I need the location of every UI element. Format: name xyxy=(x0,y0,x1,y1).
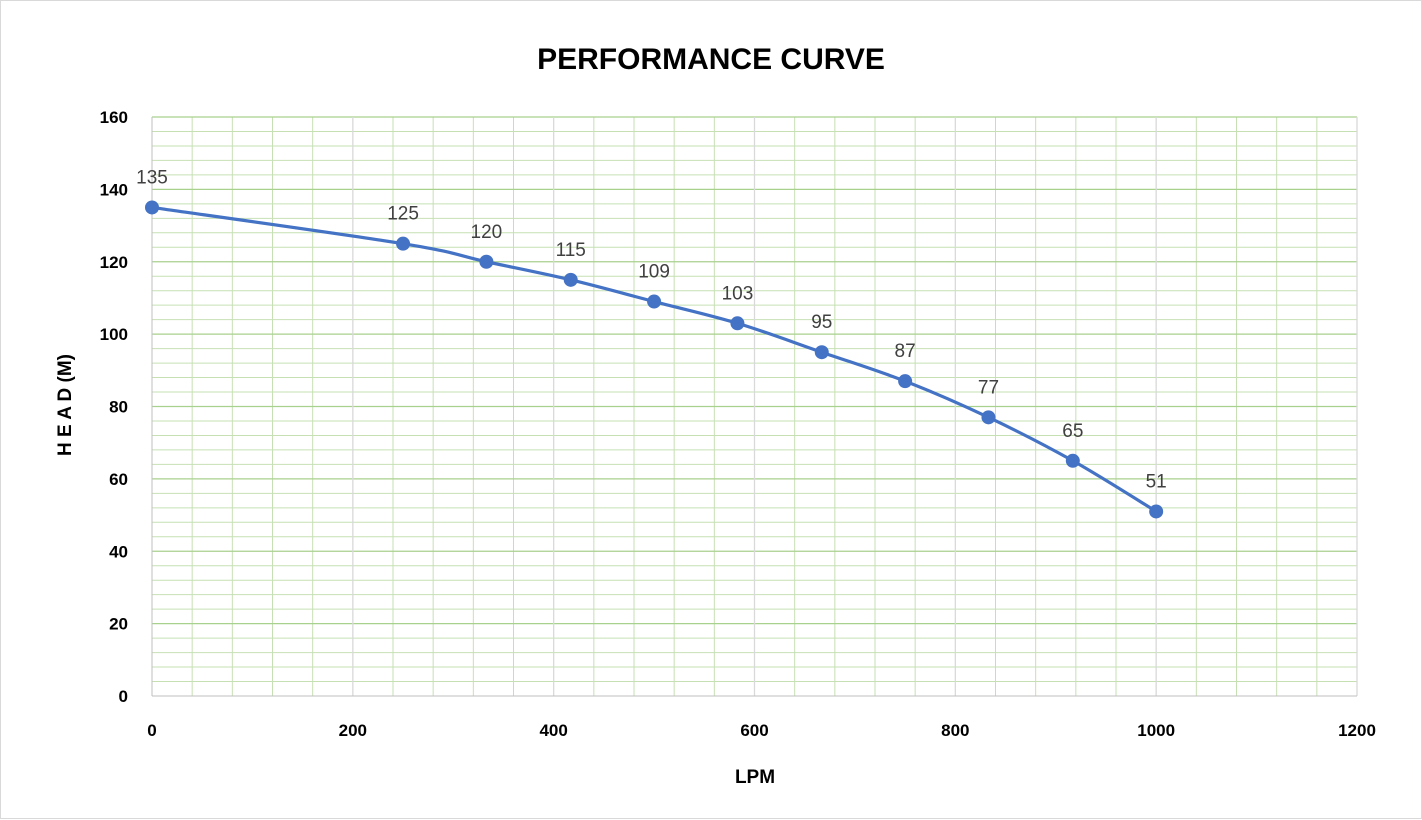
data-point xyxy=(396,236,411,251)
data-label: 51 xyxy=(1146,471,1167,492)
x-tick-label: 600 xyxy=(740,721,768,740)
data-label: 77 xyxy=(978,377,999,398)
data-point xyxy=(898,374,913,389)
data-label: 65 xyxy=(1062,421,1083,442)
x-tick-label: 400 xyxy=(539,721,567,740)
series-line xyxy=(151,205,1158,513)
y-tick-label: 40 xyxy=(109,542,128,561)
y-tick-label: 100 xyxy=(100,325,128,344)
series xyxy=(145,200,1164,519)
x-tick-label: 200 xyxy=(339,721,367,740)
x-tick-label: 800 xyxy=(941,721,969,740)
y-tick-label: 20 xyxy=(109,615,128,634)
data-point xyxy=(647,294,662,309)
x-tick-label: 1000 xyxy=(1137,721,1175,740)
x-axis-title: LPM xyxy=(735,767,775,788)
data-labels: 135 125 120 115 109 103 95 87 77 65 51 xyxy=(136,167,1167,492)
y-tick-label: 0 xyxy=(119,687,128,706)
y-tick-label: 160 xyxy=(100,108,128,127)
data-label: 120 xyxy=(471,222,503,243)
data-point xyxy=(981,410,996,425)
data-label: 115 xyxy=(556,240,586,261)
data-point xyxy=(563,272,578,287)
y-tick-label: 60 xyxy=(109,470,128,489)
data-point xyxy=(1065,453,1080,468)
data-label: 95 xyxy=(811,312,832,333)
x-tick-label: 1200 xyxy=(1338,721,1376,740)
x-tick-label: 0 xyxy=(147,721,156,740)
data-point xyxy=(1149,504,1164,519)
data-label: 103 xyxy=(722,283,754,304)
y-tick-label: 80 xyxy=(109,398,128,417)
chart-title: PERFORMANCE CURVE xyxy=(537,43,885,76)
data-label: 109 xyxy=(638,262,670,283)
data-point xyxy=(479,254,494,269)
grid xyxy=(152,116,1358,696)
data-label: 87 xyxy=(895,341,916,362)
data-label: 125 xyxy=(387,204,419,225)
y-tick-label: 140 xyxy=(100,180,128,199)
data-point xyxy=(145,200,159,215)
data-label: 135 xyxy=(136,167,168,188)
data-point xyxy=(730,316,745,331)
y-axis-title: H E A D (M) xyxy=(55,354,76,456)
tick-labels: 0 20 40 60 80 100 120 140 160 0 200 400 600 800 1000 12… xyxy=(100,108,1376,740)
data-point xyxy=(814,345,829,360)
y-tick-label: 120 xyxy=(100,253,128,272)
